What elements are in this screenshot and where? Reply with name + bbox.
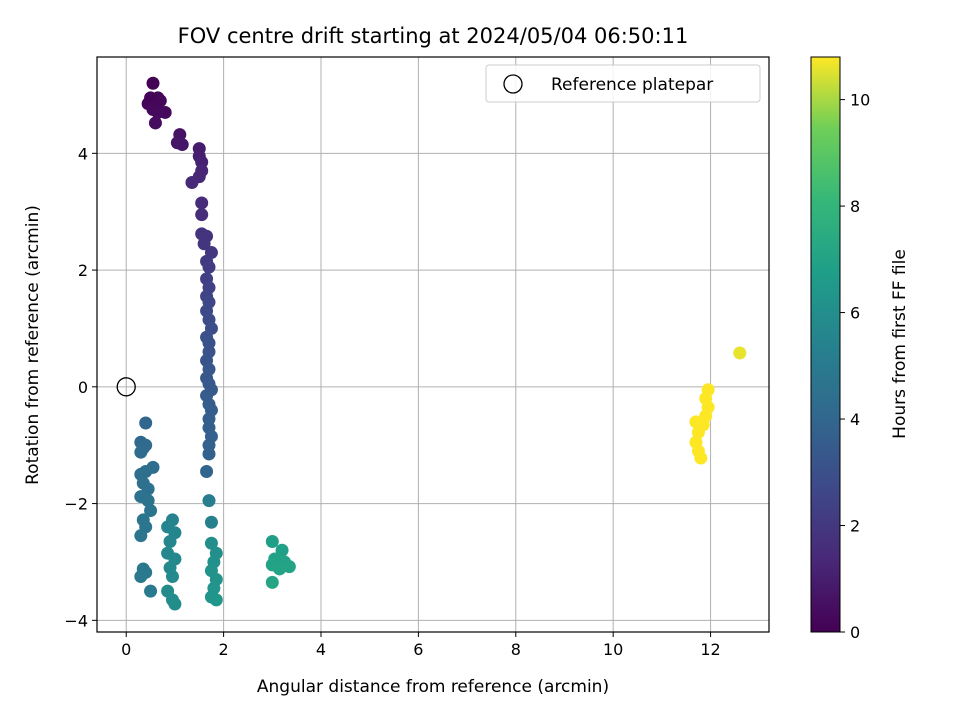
x-tick-label: 6 [413, 640, 423, 659]
data-point [185, 176, 199, 190]
y-tick-label: −2 [64, 495, 88, 514]
data-point [134, 445, 148, 459]
data-point [144, 584, 158, 598]
data-point [153, 94, 167, 108]
data-point [195, 208, 209, 222]
colorbar-tick-label: 2 [850, 517, 860, 536]
data-point [275, 543, 289, 557]
data-point [691, 425, 705, 439]
data-point [200, 464, 214, 478]
data-point [175, 138, 189, 152]
y-tick-label: −4 [64, 611, 88, 630]
data-point [694, 451, 708, 465]
colorbar-tick-label: 4 [850, 410, 860, 429]
colorbar-tick-label: 8 [850, 197, 860, 216]
x-tick-label: 4 [316, 640, 326, 659]
colorbar-tick-label: 0 [850, 623, 860, 642]
data-point [165, 570, 179, 584]
data-point [733, 346, 747, 360]
colorbar-tick-label: 10 [850, 91, 870, 110]
data-points [134, 76, 747, 611]
data-point [195, 196, 209, 210]
chart-title: FOV centre drift starting at 2024/05/04 … [178, 24, 689, 48]
y-tick-label: 0 [78, 378, 88, 397]
plot-frame [96, 56, 770, 633]
x-tick-label: 2 [219, 640, 229, 659]
x-axis-tick-labels: 0 2 4 6 8 10 12 [121, 640, 721, 659]
data-point [204, 536, 218, 550]
data-point [134, 570, 148, 584]
data-point [148, 116, 162, 130]
legend-label-reference-platepar: Reference platepar [551, 75, 713, 95]
x-tick-label: 10 [603, 640, 623, 659]
data-point [202, 447, 216, 461]
y-tick-label: 4 [78, 144, 88, 163]
data-point [265, 575, 279, 589]
data-point [202, 260, 216, 274]
data-point [163, 535, 177, 549]
colorbar-gradient [811, 57, 840, 632]
data-point [282, 560, 296, 574]
x-tick-label: 0 [121, 640, 131, 659]
legend: Reference platepar [485, 64, 761, 103]
data-point [139, 416, 153, 430]
data-point [144, 504, 158, 518]
colorbar-ticks: 0 2 4 6 8 10 [840, 91, 870, 642]
data-point [146, 76, 160, 90]
legend-reference-marker [503, 74, 523, 94]
tick-marks [92, 152, 712, 637]
data-point [273, 562, 287, 576]
colorbar-frame [810, 56, 841, 633]
data-point [151, 105, 165, 119]
y-axis-tick-labels: −4 −2 0 2 4 [64, 144, 88, 630]
data-point [202, 494, 216, 508]
colorbar-tick-label: 6 [850, 304, 860, 323]
x-axis-label: Angular distance from reference (arcmin) [257, 677, 609, 697]
legend-box [485, 64, 761, 103]
data-point [141, 494, 155, 508]
x-tick-label: 12 [700, 640, 720, 659]
data-point [197, 237, 211, 251]
data-point [204, 515, 218, 529]
data-point [134, 529, 148, 543]
colorbar-label: Hours from first FF file [890, 249, 910, 439]
plot-area [92, 56, 770, 637]
y-axis-label: Rotation from reference (arcmin) [23, 205, 43, 485]
x-tick-label: 8 [511, 640, 521, 659]
reference-platepar-marker [116, 377, 136, 397]
colorbar: 0 2 4 6 8 10 Hours from first FF file [810, 56, 910, 642]
y-tick-label: 2 [78, 261, 88, 280]
data-point [265, 535, 279, 549]
data-point [689, 415, 703, 429]
data-point [168, 597, 182, 611]
data-point [209, 593, 223, 607]
